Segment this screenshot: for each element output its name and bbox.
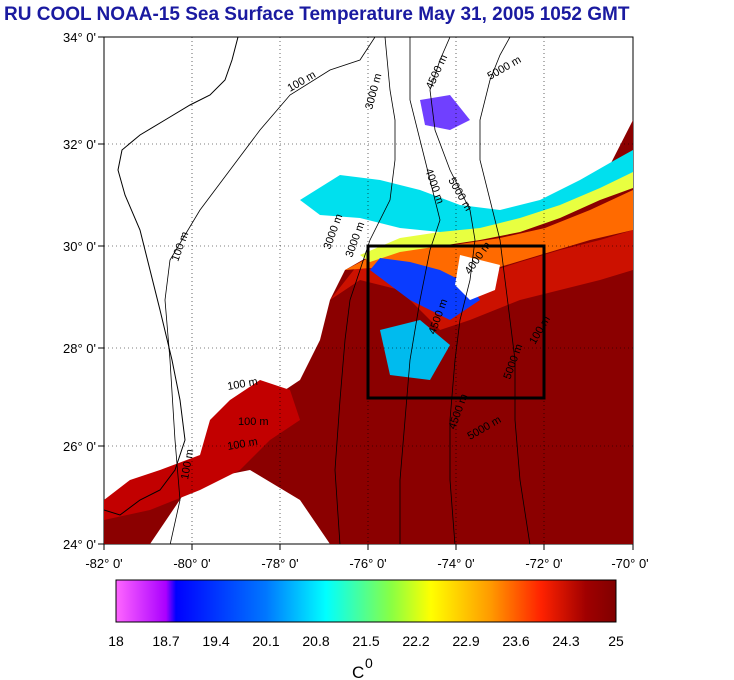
lon-labels: -82° 0' -80° 0' -78° 0' -76° 0' -74° 0' … [85, 556, 648, 571]
study-box [366, 244, 546, 400]
sst-purple-patch [420, 95, 470, 130]
colorbar-tick-5: 21.5 [352, 633, 379, 649]
sst-orange-band [345, 190, 633, 278]
lat-label-26: 26° 0' [63, 439, 96, 454]
contour-5000m [479, 37, 531, 544]
colorbar-tick-4: 20.8 [302, 633, 329, 649]
land [104, 37, 239, 516]
sst-yellow-band [360, 170, 633, 262]
colorbar-tick-2: 19.4 [202, 633, 229, 649]
colorbar-ticks: 18 18.7 19.4 20.1 20.8 21.5 22.2 22.9 23… [108, 633, 624, 649]
contour-4500m [429, 37, 476, 544]
colorbar-tick-10: 25 [608, 633, 624, 649]
lat-label-32: 32° 0' [63, 137, 96, 152]
sst-blue-band [370, 258, 480, 320]
sst-west-red [104, 380, 300, 520]
sst-white-cloud-1 [455, 255, 500, 300]
lon-label--78: -78° 0' [261, 556, 298, 571]
florida-coast [104, 37, 239, 516]
colorbar-tick-3: 20.1 [252, 633, 279, 649]
lat-label-28: 28° 0' [63, 341, 96, 356]
lat-label-30: 30° 0' [63, 239, 96, 254]
axis-ticks [98, 36, 634, 550]
colorbar-tick-0: 18 [108, 633, 124, 649]
contour-100m-west [164, 37, 376, 544]
map-title: RU COOL NOAA-15 Sea Surface Temperature … [4, 4, 630, 25]
colorbar-unit-superscript: 0 [365, 655, 373, 671]
sst-cool-patch [380, 320, 450, 380]
colorbar-tick-9: 24.3 [552, 633, 579, 649]
contour-label-15: 100 m [226, 436, 258, 453]
colorbar-tick-1: 18.7 [152, 633, 179, 649]
lon-label--72: -72° 0' [525, 556, 562, 571]
bathymetry-contours [164, 37, 531, 544]
lon-label--82: -82° 0' [85, 556, 122, 571]
contour-label-18: 100 m [179, 448, 196, 480]
colorbar-tick-7: 22.9 [452, 633, 479, 649]
colorbar [115, 579, 617, 623]
sst-cyan-band [300, 150, 633, 232]
colorbar-tick-8: 23.6 [502, 633, 529, 649]
contour-label-14: 100 m [238, 416, 269, 428]
lon-label--80: -80° 0' [173, 556, 210, 571]
lon-label--74: -74° 0' [437, 556, 474, 571]
lat-label-34: 34° 0' [63, 30, 96, 45]
contour-label-13: 100 m [226, 376, 258, 393]
sst-white-cloud-2 [230, 300, 300, 350]
colorbar-tick-6: 22.2 [402, 633, 429, 649]
lat-label-24: 24° 0' [63, 537, 96, 552]
contour-3000m [334, 37, 396, 544]
lon-label--76: -76° 0' [349, 556, 386, 571]
lat-labels: 34° 0' 32° 0' 30° 0' 28° 0' 26° 0' 24° 0… [63, 30, 96, 552]
contour-4000m [399, 37, 441, 544]
colorbar-unit: C [352, 663, 364, 680]
lon-label--70: -70° 0' [611, 556, 648, 571]
